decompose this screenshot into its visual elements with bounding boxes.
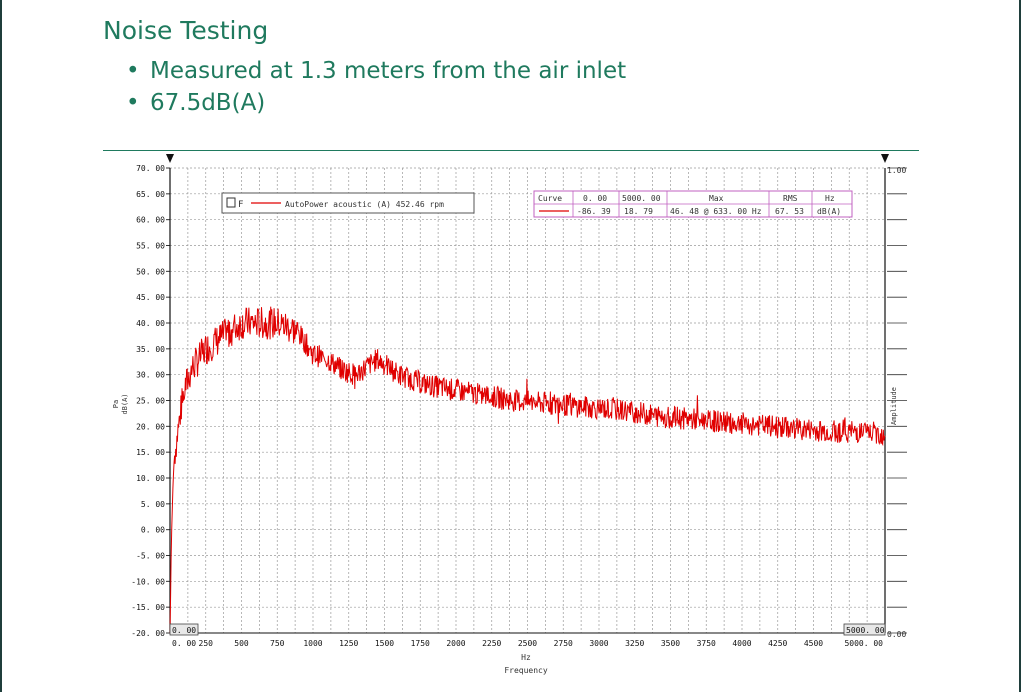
y-tick-label: 35. 00: [136, 345, 165, 354]
stats-header-rms: RMS: [783, 194, 798, 203]
stats-header-start: 0. 00: [583, 194, 607, 203]
slide-title: Noise Testing: [103, 16, 269, 45]
x-tick-label: 5000. 00: [844, 639, 883, 648]
x-end-box-frame: [843, 623, 886, 636]
stats-header-hz: Hz: [825, 194, 835, 203]
x-tick-label: 1250: [339, 639, 358, 648]
y-axis-unit-label: Pa: [112, 400, 120, 408]
stats-header-max: Max: [709, 194, 724, 203]
y-tick-labels: 70. 00 65. 00 60. 00 55. 00 50. 00 45. 00 40. …: [131, 164, 165, 638]
x-start-box-value: 0. 00: [172, 626, 196, 635]
y-tick-label: -20. 00: [131, 629, 165, 638]
x-tick-labels: 250 500 750 1000 1250 1500 1750 2000 2250 2500 275…: [172, 639, 883, 648]
chart-grid: [170, 167, 885, 634]
x-axis-title: Frequency: [504, 666, 548, 675]
x-tick-label: 3750: [697, 639, 716, 648]
stats-value-start: -86. 39: [577, 207, 611, 216]
y-tick-label: 60. 00: [136, 216, 165, 225]
y-tick-label: 30. 00: [136, 371, 165, 380]
bullet-item-distance: Measured at 1.3 meters from the air inle…: [126, 55, 626, 87]
x-tick-label: 1500: [375, 639, 394, 648]
x-tick-label: 250: [199, 639, 214, 648]
y-tick-label: 25. 00: [136, 397, 165, 406]
stats-value-rms: 67. 53: [775, 207, 804, 216]
x-tick-label: 2750: [554, 639, 573, 648]
y-tick-label: 45. 00: [136, 293, 165, 302]
legend-marker: F: [238, 200, 243, 210]
stats-value-end: 18. 79: [624, 207, 653, 216]
y-tick-label: 55. 00: [136, 242, 165, 251]
x-tick-label: 4250: [768, 639, 787, 648]
x-tick-label: 3000: [589, 639, 608, 648]
spectrum-trace-line: [169, 306, 886, 634]
stats-header-end: 5000. 00: [622, 194, 661, 203]
stats-value-max: 46. 48 @ 633. 00 Hz: [670, 207, 762, 216]
noise-spectrum-chart: 70. 00 65. 00 60. 00 55. 00 50. 00 45. 00 40. …: [103, 151, 919, 681]
x-axis-unit-label: Hz: [521, 653, 531, 662]
x-tick-label: 2250: [482, 639, 501, 648]
x-tick-label: 750: [270, 639, 285, 648]
x-tick-label: 1000: [303, 639, 322, 648]
left-cursor-marker: [166, 154, 174, 163]
right-axis-top-value: 1.00: [887, 166, 906, 175]
y-tick-label: -5. 00: [136, 552, 165, 561]
x-end-box-value: 5000. 00: [846, 626, 885, 635]
y-axis-scale-label: dB(A): [121, 393, 129, 414]
chart-background: [103, 151, 919, 681]
y-tick-label: 0. 00: [141, 526, 165, 535]
title-divider: [103, 150, 919, 151]
stats-value-unit: dB(A): [817, 207, 841, 216]
y-tick-label: -10. 00: [131, 577, 165, 586]
x-tick-label: 1750: [411, 639, 430, 648]
right-axis-label: Amplitude: [890, 387, 898, 425]
legend-checkbox-icon: [226, 197, 236, 208]
right-axis-bottom-value: 0.00: [887, 630, 906, 639]
y-tick-label: 5. 00: [141, 500, 165, 509]
y-tick-label: -15. 00: [131, 603, 165, 612]
y-tick-label: 65. 00: [136, 190, 165, 199]
x-tick-label: 2500: [518, 639, 537, 648]
stats-table: Curve 0. 00 5000. 00 Max RMS Hz -86. 39 …: [533, 190, 853, 218]
frame-right-border: [1019, 0, 1021, 692]
x-tick-label: 2000: [446, 639, 465, 648]
legend-series-name: AutoPower acoustic (A) 452.46 rpm: [285, 200, 444, 209]
bullet-list: Measured at 1.3 meters from the air inle…: [126, 55, 626, 119]
x-tick-label: 3250: [625, 639, 644, 648]
y-tick-label: 10. 00: [136, 474, 165, 483]
x-tick-label: 0. 00: [172, 639, 196, 648]
frame-left-border: [0, 0, 2, 692]
stats-header-curve: Curve: [538, 194, 562, 203]
y-tick-label: 15. 00: [136, 448, 165, 457]
right-axis-ticks: [887, 167, 907, 634]
chart-axes: [166, 167, 886, 634]
x-start-box-frame: [169, 623, 199, 636]
x-tick-label: 3500: [661, 639, 680, 648]
legend-frame: [221, 192, 475, 214]
x-end-box: 5000. 00: [843, 623, 886, 636]
right-cursor-marker: [881, 154, 889, 163]
x-tick-label: 500: [234, 639, 249, 648]
x-tick-label: 4000: [732, 639, 751, 648]
bullet-item-level: 67.5dB(A): [126, 87, 626, 119]
x-tick-label: 4500: [804, 639, 823, 648]
x-start-box: 0. 00: [169, 623, 199, 636]
y-tick-label: 40. 00: [136, 319, 165, 328]
y-tick-label: 50. 00: [136, 267, 165, 276]
chart-legend: F AutoPower acoustic (A) 452.46 rpm: [221, 192, 475, 214]
y-tick-label: 20. 00: [136, 422, 165, 431]
y-tick-label: 70. 00: [136, 164, 165, 173]
